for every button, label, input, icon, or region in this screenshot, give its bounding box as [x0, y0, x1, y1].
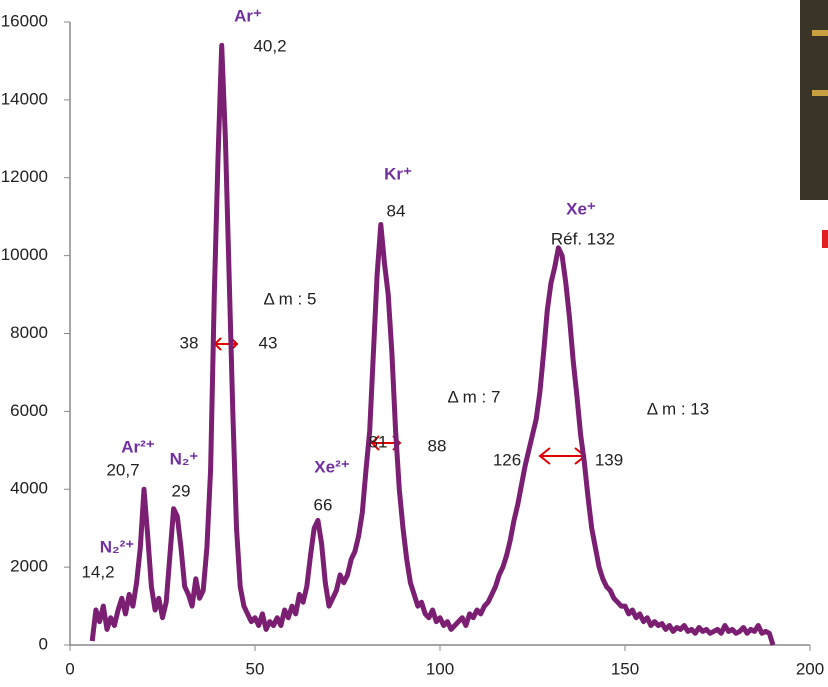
annotation: 40,2: [253, 36, 286, 55]
annotation: 29: [172, 481, 191, 500]
annotation: 81: [369, 432, 388, 451]
ion-label: N₂²⁺: [100, 537, 134, 556]
annotation: 43: [259, 333, 278, 352]
annotation: Δ m : 13: [647, 399, 709, 418]
photo-detail: [812, 90, 828, 96]
spectrum-line: [89, 42, 776, 646]
y-tick-label: 16000: [1, 11, 48, 30]
x-tick-label: 100: [426, 659, 454, 678]
x-tick-label: 150: [611, 659, 639, 678]
ion-label: Xe²⁺: [314, 457, 349, 476]
y-tick-label: 0: [39, 634, 48, 653]
y-tick-label: 10000: [1, 245, 48, 264]
red-fragment: [822, 230, 828, 248]
y-tick-label: 8000: [10, 323, 48, 342]
y-tick-label: 4000: [10, 479, 48, 498]
photo-detail: [812, 30, 828, 36]
annotation: 84: [387, 201, 406, 220]
annotation: 139: [595, 450, 623, 469]
annotation: 20,7: [106, 460, 139, 479]
ion-label: Kr⁺: [384, 164, 412, 183]
annotation: Δ m : 5: [264, 289, 317, 308]
ion-label: Xe⁺: [566, 199, 596, 218]
y-tick-label: 12000: [1, 167, 48, 186]
annotation: 14,2: [81, 562, 114, 581]
annotation: 126: [493, 450, 521, 469]
ion-label: Ar²⁺: [121, 437, 155, 456]
annotation: 88: [428, 436, 447, 455]
annotation: 38: [180, 333, 199, 352]
y-tick-label: 14000: [1, 89, 48, 108]
ion-label: Ar⁺: [234, 6, 262, 25]
annotation: 66: [314, 495, 333, 514]
annotation: Δ m : 7: [448, 387, 501, 406]
y-tick-label: 6000: [10, 401, 48, 420]
x-tick-label: 0: [65, 659, 74, 678]
y-tick-label: 2000: [10, 557, 48, 576]
ion-label: N₂⁺: [170, 449, 199, 468]
x-tick-label: 50: [246, 659, 265, 678]
annotation: Réf. 132: [551, 229, 615, 248]
x-tick-label: 200: [796, 659, 824, 678]
